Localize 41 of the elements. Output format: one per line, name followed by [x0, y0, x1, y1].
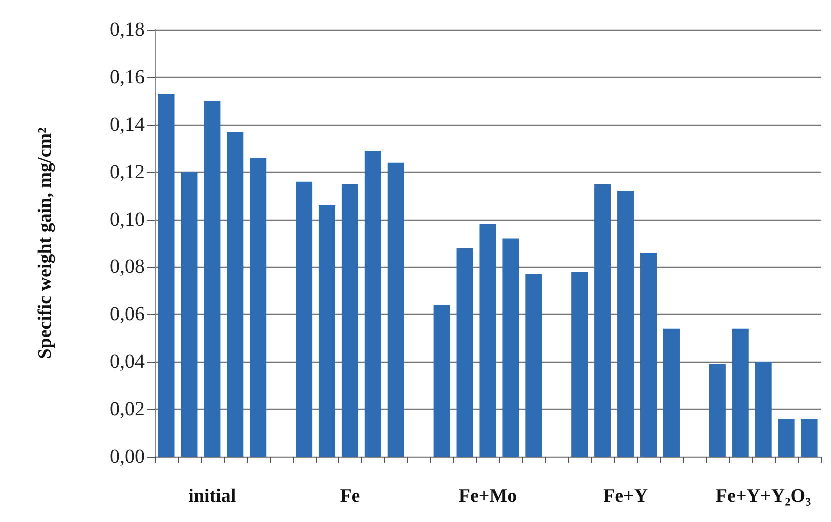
bar	[296, 182, 313, 457]
y-tick-label: 0,14	[110, 114, 145, 136]
y-axis-title: Specific weight gain, mg/cm²	[35, 127, 56, 360]
x-tick-label: Fe+Y	[603, 486, 648, 507]
x-tick-label: initial	[188, 486, 236, 507]
bar	[801, 419, 818, 457]
y-tick-label: 0,16	[110, 66, 145, 88]
y-tick-label: 0,08	[110, 256, 145, 278]
y-tick-label: 0,18	[110, 19, 145, 41]
bar	[732, 328, 749, 457]
bar	[709, 364, 726, 457]
bar	[342, 184, 358, 457]
bar	[227, 132, 244, 457]
bar	[526, 274, 542, 457]
bar	[318, 206, 336, 457]
x-tick-label: Fe+Mo	[458, 486, 518, 507]
y-tick-label: 0,00	[110, 446, 145, 468]
bar	[755, 362, 772, 457]
bar	[663, 328, 680, 457]
bar	[778, 419, 795, 457]
y-tick-label: 0,02	[110, 398, 145, 421]
x-tick-label: Fe	[340, 486, 360, 507]
y-tick-label: 0,10	[110, 208, 145, 231]
bar	[388, 162, 404, 457]
bar	[204, 101, 221, 457]
bar	[434, 305, 450, 457]
x-tick-label: Fe+Y+Y₂O₃	[716, 486, 812, 507]
bar	[594, 184, 612, 457]
y-tick-label: 0,06	[110, 304, 145, 326]
bar	[364, 150, 382, 457]
bar	[250, 158, 267, 457]
bar	[181, 172, 198, 457]
bar	[480, 224, 496, 457]
bar	[572, 272, 588, 457]
bar	[640, 252, 658, 457]
bar	[158, 94, 175, 457]
bar	[502, 238, 520, 457]
y-tick-label: 0,04	[110, 351, 145, 374]
bar	[456, 248, 474, 457]
y-tick-label: 0,12	[110, 161, 145, 184]
bar	[618, 191, 634, 457]
